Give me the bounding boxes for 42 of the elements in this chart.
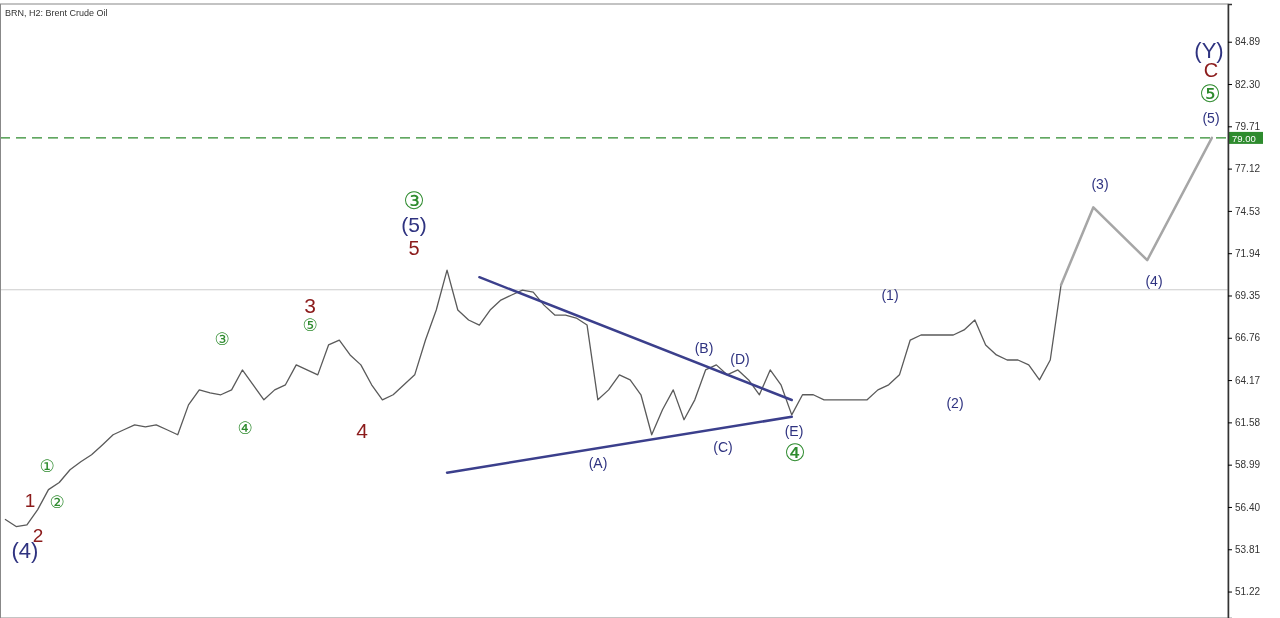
annotation: (B) (694, 340, 714, 356)
annotation: 5 (408, 237, 420, 259)
line-series (1059, 136, 1214, 287)
annotation: ① (39, 456, 55, 476)
annotation: ⑤ (302, 315, 318, 335)
annotation: ② (49, 492, 65, 512)
y-tick-label: 79.71 (1235, 121, 1261, 133)
y-tick-label: 58.99 (1235, 459, 1261, 471)
annotation: 4 (356, 418, 369, 442)
annotation: ⑤ (1199, 79, 1221, 107)
annotation: (5) (1202, 110, 1220, 126)
annotation: ③ (214, 329, 230, 349)
annotation: ④ (237, 418, 253, 438)
y-tick-label: 82.30 (1235, 78, 1261, 90)
y-tick-label: 56.40 (1235, 501, 1261, 513)
y-tick-label: 64.17 (1235, 374, 1261, 386)
annotation: 3 (304, 293, 316, 317)
annotation: (4) (1145, 273, 1163, 289)
y-tick-label: 71.94 (1235, 247, 1261, 259)
chart-title: BRN, H2: Brent Crude Oil (5, 8, 108, 18)
annotation: 1 (24, 489, 36, 511)
y-tick-label: 69.35 (1235, 290, 1261, 302)
ref-line-label: 79.00 (1232, 132, 1256, 144)
annotation: (2) (946, 395, 964, 411)
annotation: (3) (1091, 176, 1109, 192)
annotation: (Y) (1194, 37, 1224, 63)
annotation: (1) (881, 287, 899, 303)
annotation: (C) (713, 439, 733, 455)
annotation: ③ (403, 186, 425, 214)
annotation: (A) (588, 455, 608, 471)
line-series (4, 269, 1062, 528)
y-tick-label: 61.58 (1235, 417, 1261, 429)
y-tick-label: 53.81 (1235, 543, 1261, 555)
y-tick-label: 74.53 (1235, 205, 1261, 217)
annotation: (D) (730, 351, 750, 367)
annotation: ④ (784, 438, 806, 466)
y-tick-label: 77.12 (1235, 163, 1261, 175)
annotation: (E) (784, 423, 804, 439)
y-tick-label: 51.22 (1235, 586, 1261, 598)
y-tick-label: 66.76 (1235, 332, 1261, 344)
annotation: (5) (401, 212, 427, 236)
y-tick-label: 84.89 (1235, 36, 1261, 48)
